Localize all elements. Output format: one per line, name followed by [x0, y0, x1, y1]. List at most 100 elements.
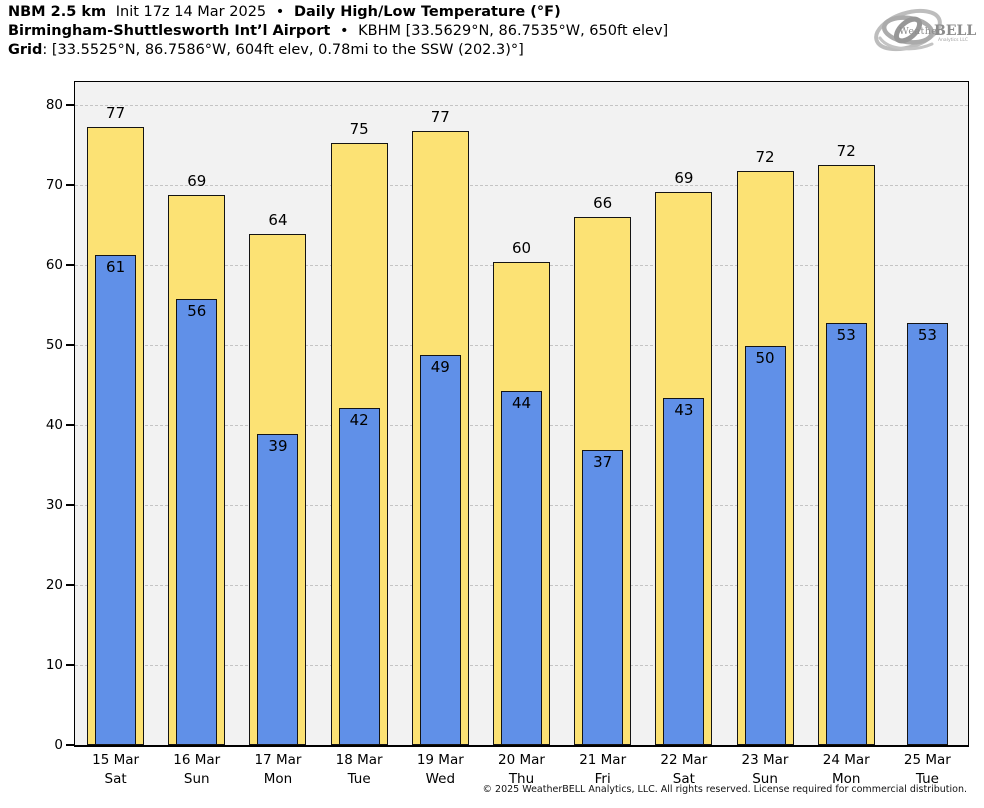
x-axis-tick-label: 18 Mar Tue [317, 751, 401, 789]
x-label-day: Sat [672, 771, 695, 787]
x-label-date: 19 Mar [416, 752, 464, 768]
copyright-notice: © 2025 WeatherBELL Analytics, LLC. All r… [482, 784, 967, 795]
y-axis-tick [66, 184, 75, 186]
x-axis-tick-label: 17 Mar Mon [236, 751, 320, 789]
x-label-date: 17 Mar [254, 752, 302, 768]
low-temp-value: 44 [511, 393, 532, 412]
x-label-day: Sun [752, 771, 778, 787]
y-axis-tick-label: 30 [45, 496, 63, 513]
low-temp-bar: 61 [95, 254, 137, 745]
x-axis-tick-label: 19 Mar Wed [398, 751, 482, 789]
x-label-day: Sun [183, 771, 210, 787]
weatherbell-logo: Weather BELL Analytics LLC [874, 8, 976, 52]
y-axis-tick [66, 104, 75, 106]
low-temp-value: 43 [674, 400, 694, 419]
x-axis-tick-label: 16 Mar Sun [155, 751, 239, 789]
y-axis-tick [66, 504, 75, 506]
x-label-date: 25 Mar [903, 752, 951, 768]
low-temp-bar: 43 [663, 397, 705, 745]
y-axis-tick-label: 50 [45, 336, 63, 353]
station-name: Birmingham-Shuttlesworth Int’l Airport [8, 23, 331, 39]
y-axis-tick-label: 80 [45, 96, 63, 113]
low-temp-bar: 49 [419, 355, 461, 745]
x-axis-tick-label: 20 Mar Thu [480, 751, 564, 789]
x-label-day: Tue [915, 771, 939, 787]
station-details: KBHM [33.5629°N, 86.7535°W, 650ft elev] [358, 23, 669, 39]
y-axis-tick-label: 40 [45, 416, 63, 433]
high-temp-value: 77 [430, 108, 450, 127]
y-axis-tick-label: 70 [45, 176, 63, 193]
low-temp-value: 39 [268, 436, 288, 455]
chart-header: NBM 2.5 km Init 17z 14 Mar 2025 • Daily … [8, 3, 668, 60]
chart-title: Daily High/Low Temperature (°F) [293, 4, 561, 20]
x-label-date: 16 Mar [173, 752, 221, 768]
high-temp-value: 72 [836, 142, 856, 160]
y-axis-tick-label: 60 [45, 256, 63, 273]
x-label-day: Tue [347, 771, 371, 787]
high-temp-value: 69 [674, 169, 694, 188]
low-temp-bar: 56 [176, 299, 218, 745]
low-temp-bar: 39 [257, 433, 299, 745]
hurricane-swirl-icon [874, 8, 942, 52]
high-temp-value: 72 [755, 148, 775, 167]
plot-area: Temperature [°F] 01020304050607080776115… [46, 81, 969, 787]
y-axis-tick [66, 584, 75, 586]
x-label-day: Mon [263, 771, 293, 787]
y-axis-tick [66, 424, 75, 426]
high-temp-value: 77 [106, 104, 126, 123]
y-axis-tick-label: 0 [54, 736, 63, 753]
low-temp-bar: 42 [338, 408, 380, 745]
low-temp-value: 37 [593, 452, 613, 471]
x-label-date: 22 Mar [660, 752, 708, 768]
low-temp-value: 50 [755, 348, 775, 367]
x-label-date: 23 Mar [741, 752, 789, 768]
low-temp-bar: 53 [906, 322, 948, 745]
bullet-separator: • [339, 23, 349, 39]
low-temp-value: 53 [836, 326, 856, 345]
low-temp-bar: 37 [582, 449, 624, 745]
low-temp-bar: 44 [501, 390, 542, 745]
logo-weather-text: Weather [899, 26, 942, 37]
x-axis-tick-label: 21 Mar Fri [561, 751, 645, 789]
x-axis-tick-label: 22 Mar Sat [642, 751, 726, 789]
high-temp-value: 69 [187, 171, 207, 190]
init-time: Init 17z 14 Mar 2025 [115, 4, 267, 20]
logo-sub-text: Analytics LLC [938, 37, 968, 43]
y-axis-tick-label: 20 [45, 576, 63, 593]
header-line-3: Grid: [33.5525°N, 86.7586°W, 604ft elev,… [8, 41, 668, 60]
low-temp-value: 42 [349, 411, 369, 430]
low-temp-value: 53 [917, 325, 937, 344]
low-temp-bar: 53 [825, 323, 867, 745]
x-axis-tick-label: 25 Mar Tue [885, 751, 969, 789]
x-axis-tick-label: 24 Mar Mon [804, 751, 888, 789]
x-axis-tick-label: 15 Mar Sat [74, 751, 158, 789]
x-label-date: 18 Mar [335, 752, 383, 768]
x-label-day: Thu [508, 771, 535, 787]
bullet-separator: • [275, 4, 285, 20]
gridline [75, 185, 968, 186]
x-label-day: Sat [104, 771, 127, 787]
high-temp-value: 60 [511, 238, 532, 257]
x-axis-tick-label: 23 Mar Sun [723, 751, 807, 789]
x-label-date: 20 Mar [498, 752, 545, 768]
model-name: NBM 2.5 km [8, 4, 107, 20]
gridline [75, 105, 968, 106]
y-axis-tick [66, 344, 75, 346]
logo-bell-text: BELL [934, 23, 976, 39]
grid-details: : [33.5525°N, 86.7586°W, 604ft elev, 0.7… [42, 42, 524, 58]
low-temp-value: 49 [430, 358, 450, 377]
y-axis-tick [66, 744, 75, 746]
x-label-date: 15 Mar [92, 752, 140, 768]
low-temp-bar: 50 [744, 345, 786, 745]
x-label-day: Mon [831, 771, 861, 787]
y-axis-tick [66, 664, 75, 666]
high-temp-value: 75 [349, 120, 369, 139]
x-label-date: 21 Mar [579, 752, 627, 768]
y-axis-tick-label: 10 [45, 656, 63, 673]
grid-label: Grid [8, 42, 43, 58]
header-line-2: Birmingham-Shuttlesworth Int’l Airport •… [8, 22, 668, 41]
low-temp-value: 56 [187, 302, 207, 321]
high-temp-value: 66 [593, 194, 613, 212]
header-line-1: NBM 2.5 km Init 17z 14 Mar 2025 • Daily … [8, 3, 668, 22]
